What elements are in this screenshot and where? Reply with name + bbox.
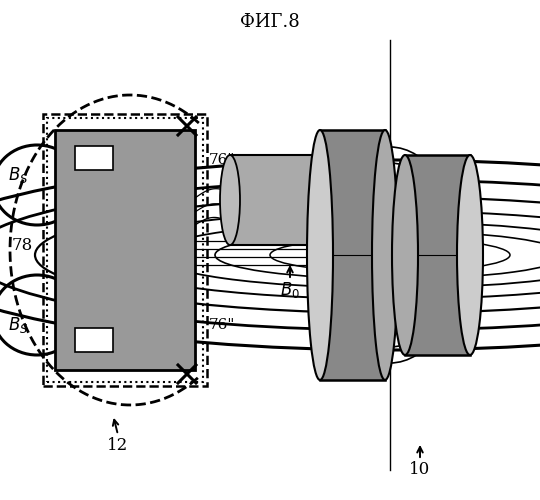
Bar — [55, 130, 195, 370]
Bar — [43, 114, 207, 386]
Text: $B_0$: $B_0$ — [280, 280, 300, 300]
Bar — [320, 130, 385, 380]
Text: $B_S$: $B_S$ — [8, 315, 28, 335]
Ellipse shape — [392, 155, 418, 355]
Text: 76": 76" — [209, 153, 235, 167]
Text: 78: 78 — [11, 236, 32, 254]
Bar — [230, 155, 320, 245]
Bar — [75, 328, 113, 352]
Text: 10: 10 — [409, 462, 430, 478]
Bar — [47, 118, 203, 382]
Bar — [75, 146, 113, 170]
Ellipse shape — [457, 155, 483, 355]
Ellipse shape — [307, 130, 333, 380]
Text: ФИГ.8: ФИГ.8 — [240, 13, 300, 31]
Ellipse shape — [372, 130, 398, 380]
Text: 12: 12 — [107, 436, 129, 454]
Text: 14: 14 — [440, 276, 461, 293]
Text: $B_S$: $B_S$ — [8, 165, 28, 185]
Bar — [405, 155, 470, 355]
Text: 76": 76" — [209, 318, 235, 332]
Ellipse shape — [220, 155, 240, 245]
